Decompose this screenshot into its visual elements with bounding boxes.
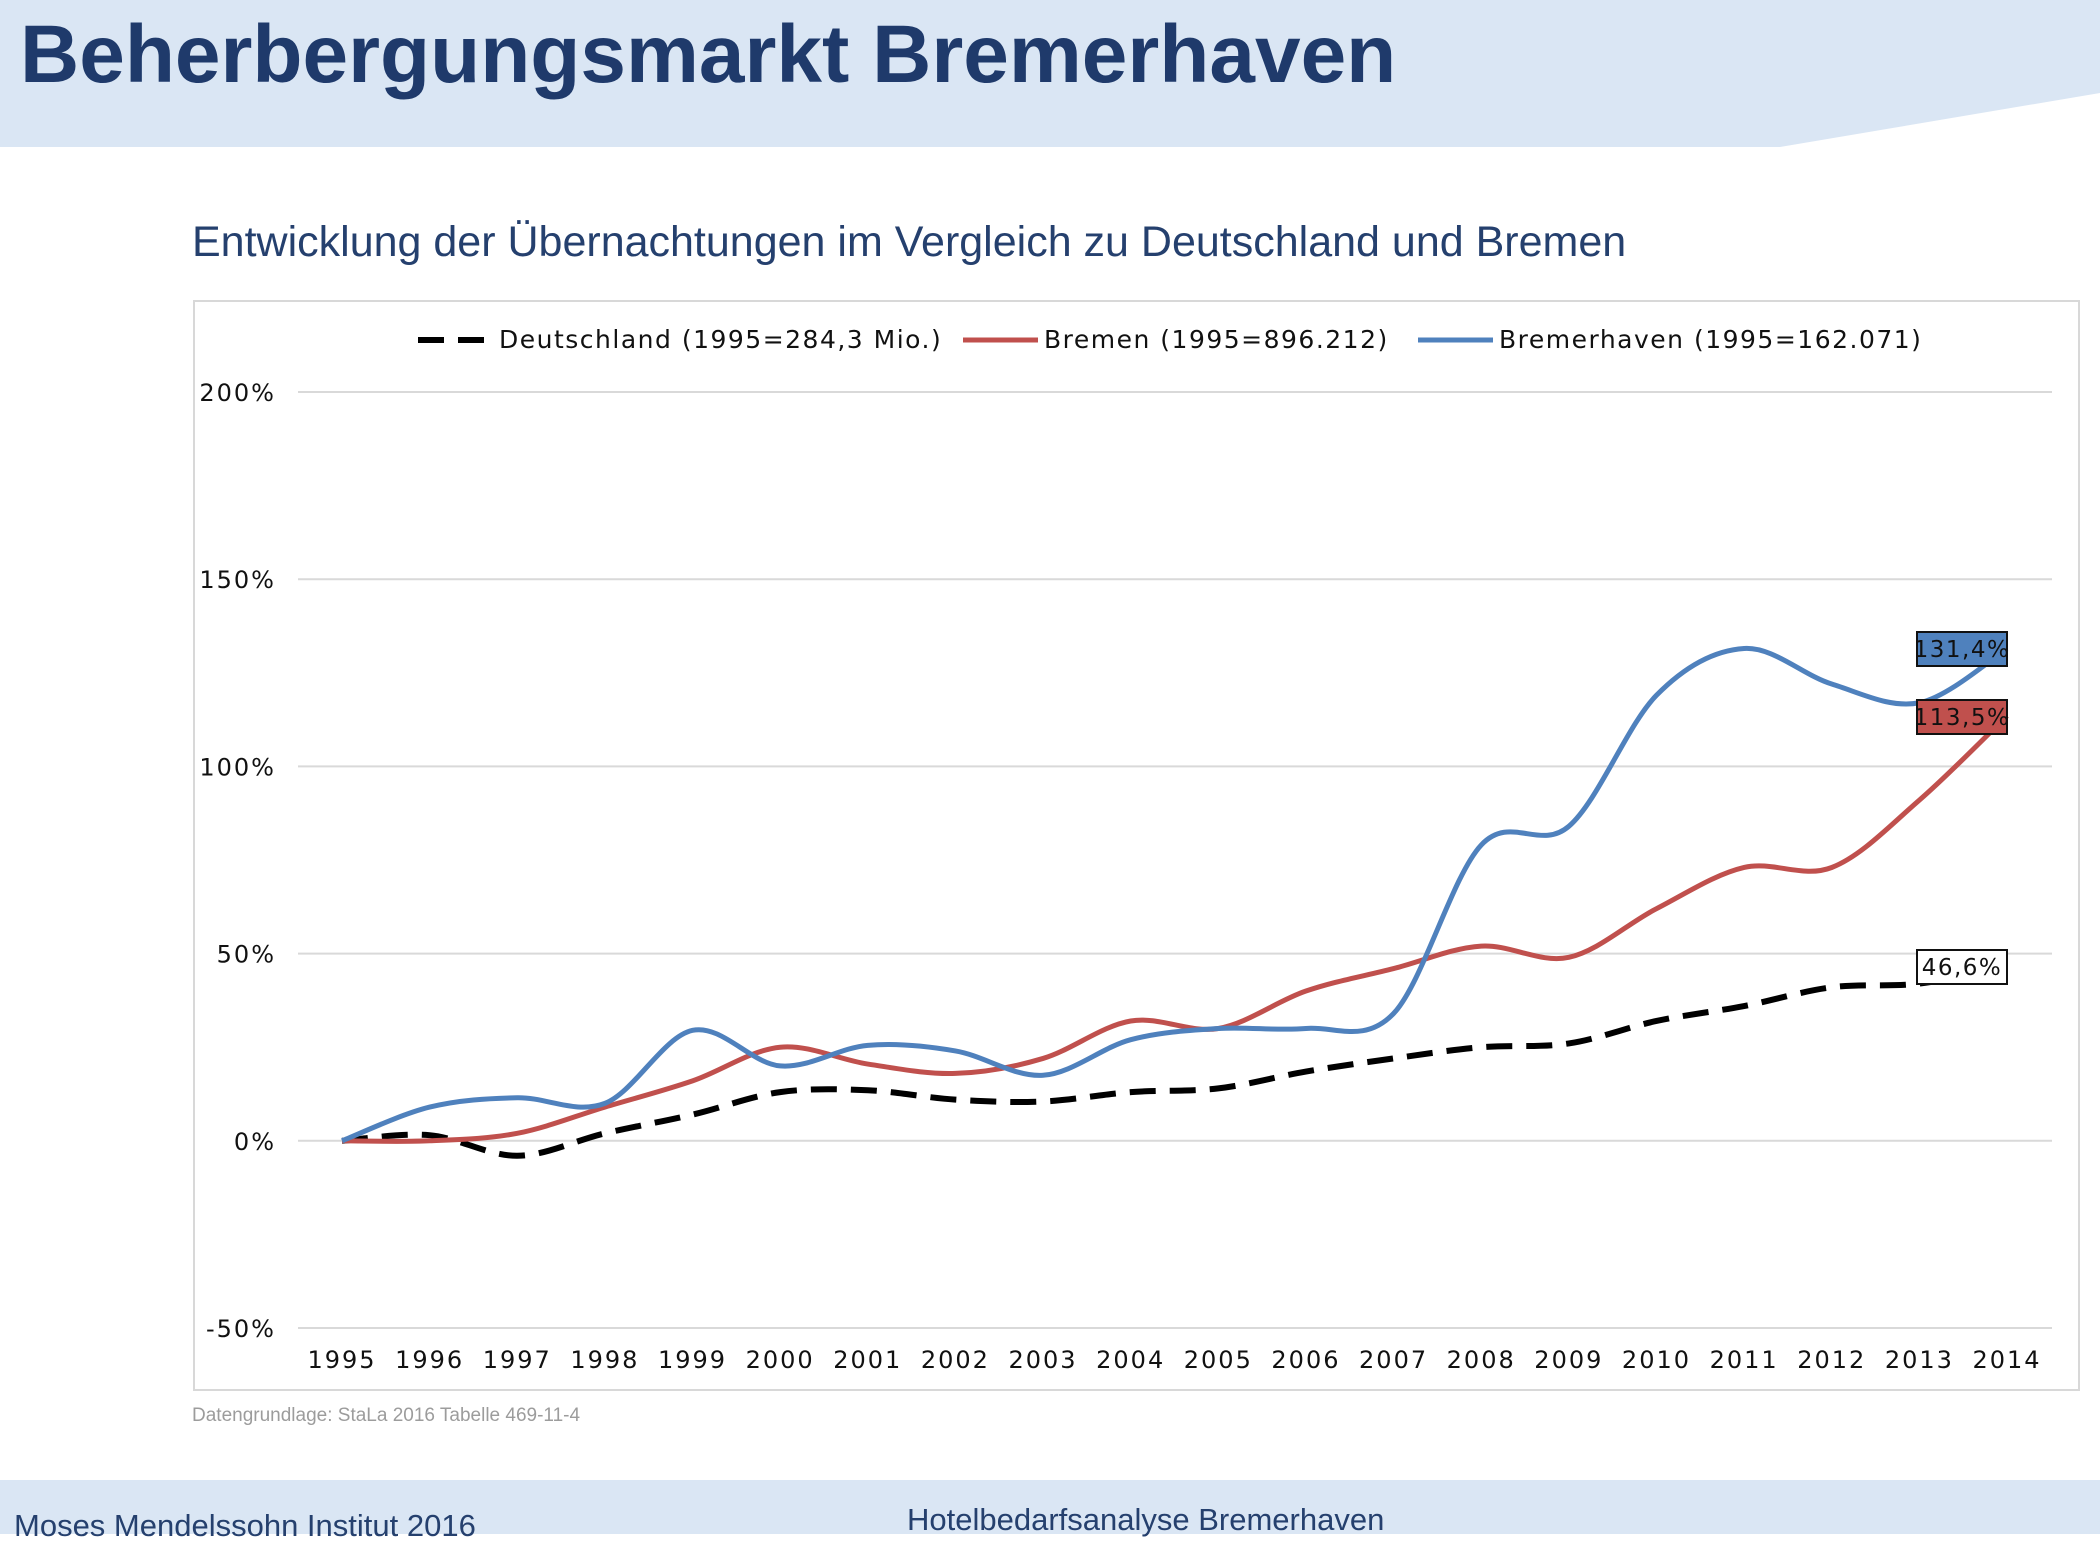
series-line-deutschland (341, 963, 2008, 1159)
x-tick-label: 1996 (395, 1346, 464, 1374)
x-tick-label: 2004 (1096, 1346, 1165, 1374)
x-tick-label: 2006 (1271, 1346, 1340, 1374)
footer-report-title: Hotelbedarfsanalyse Bremerhaven (907, 1502, 1385, 1537)
footer-institute: Moses Mendelssohn Institut 2016 (14, 1508, 476, 1543)
x-tick-label: 2001 (833, 1346, 902, 1374)
x-tick-label: 2010 (1622, 1346, 1691, 1374)
x-tick-label: 2007 (1359, 1346, 1428, 1374)
y-tick-label: 150% (199, 566, 276, 594)
legend-label-deutschland: Deutschland (1995=284,3 Mio.) (499, 325, 942, 354)
x-tick-label: 1997 (483, 1346, 552, 1374)
chart-frame (193, 300, 2080, 1391)
legend-label-bremen: Bremen (1995=896.212) (1044, 325, 1389, 354)
x-tick-label: 2014 (1972, 1346, 2041, 1374)
page-title: Beherbergungsmarkt Bremerhaven (20, 9, 1397, 100)
end-label-box-deutschland (1916, 949, 2008, 985)
x-tick-label: 2012 (1797, 1346, 1866, 1374)
y-tick-label: 100% (199, 753, 276, 781)
end-label-deutschland: 46,6% (1922, 955, 2003, 981)
x-tick-label: 2011 (1710, 1346, 1779, 1374)
x-tick-label: 2008 (1447, 1346, 1516, 1374)
x-tick-label: 2009 (1534, 1346, 1603, 1374)
end-label-box-bremen (1916, 699, 2008, 735)
x-tick-label: 2003 (1009, 1346, 1078, 1374)
x-tick-label: 2002 (921, 1346, 990, 1374)
x-tick-label: 2000 (746, 1346, 815, 1374)
legend-label-bremerhaven: Bremerhaven (1995=162.071) (1499, 325, 1922, 354)
y-tick-label: 50% (217, 941, 276, 969)
source-note: Datengrundlage: StaLa 2016 Tabelle 469-1… (192, 1405, 581, 1426)
x-tick-label: 1995 (307, 1346, 376, 1374)
y-tick-label: -50% (206, 1315, 276, 1343)
end-label-bremerhaven: 131,4% (1914, 637, 2011, 663)
end-label-bremen: 113,5% (1914, 705, 2011, 731)
y-tick-label: 200% (199, 379, 276, 407)
series-line-bremerhaven (341, 645, 2009, 1144)
x-tick-label: 2013 (1885, 1346, 1954, 1374)
header-wedge (1780, 93, 2100, 147)
x-tick-label: 2005 (1184, 1346, 1253, 1374)
header-band (0, 0, 2100, 147)
series-line-bremen (341, 714, 2009, 1144)
x-tick-label: 1999 (658, 1346, 727, 1374)
footer-band (0, 1480, 2100, 1534)
chart-title: Entwicklung der Übernachtungen im Vergle… (192, 218, 1627, 266)
y-tick-label: 0% (234, 1128, 276, 1156)
x-tick-label: 1998 (570, 1346, 639, 1374)
end-label-box-bremerhaven (1916, 631, 2008, 667)
